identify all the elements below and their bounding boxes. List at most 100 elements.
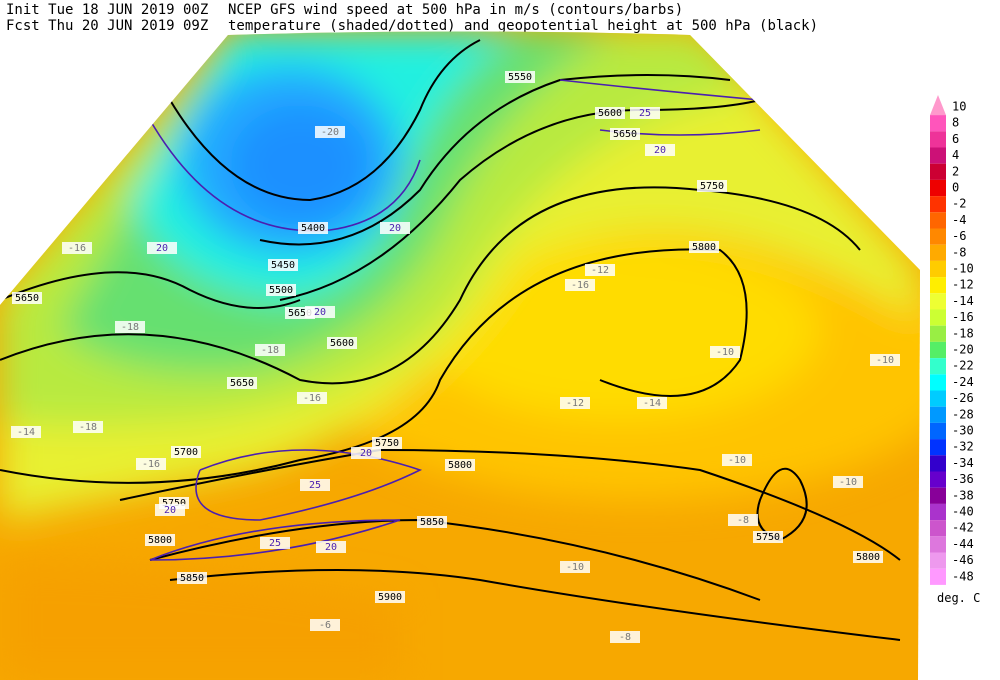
height-label: 5550 [508,72,532,83]
color-bar-box [930,341,946,359]
color-bar-label: 10 [952,100,966,114]
color-bar-label: 8 [952,116,959,130]
color-bar-label: 4 [952,148,959,162]
color-bar-label: 6 [952,132,959,146]
height-label: 5800 [448,460,472,471]
height-label: 5800 [692,242,716,253]
height-label: 5850 [180,573,204,584]
label-background [585,264,615,276]
label-background [310,619,340,631]
temperature-label: -16 [142,459,160,470]
color-bar-label: -36 [952,472,974,486]
temperature-label: -14 [17,427,35,438]
color-bar-label: -12 [952,278,974,292]
label-background [610,128,640,140]
color-bar-label: -34 [952,456,974,470]
label-background [610,631,640,643]
wind-label: 25 [639,108,651,119]
color-bar-box [930,147,946,164]
color-bar-box [930,552,946,569]
height-label: 5900 [378,592,402,603]
color-bar-label: -24 [952,375,974,389]
label-background [753,531,783,543]
color-bar-box [930,406,946,423]
color-bar-box [930,115,946,132]
color-bar-label: -28 [952,407,974,421]
temperature-label: -8 [619,632,631,643]
color-bar-box [930,439,946,456]
color-bar-box [930,228,946,245]
label-background [12,292,42,304]
color-bar-box [930,422,946,440]
temperature-label: -18 [121,322,139,333]
color-bar-box [930,179,946,197]
label-background [171,446,201,458]
color-bar-box [930,277,946,294]
color-bar-label: -2 [952,197,966,211]
label-background [11,426,41,438]
wind-label: 20 [654,145,666,156]
color-bar-label: -6 [952,229,966,243]
height-label: 5850 [420,517,444,528]
color-bar-box [930,536,946,553]
label-background [375,591,405,603]
color-bar-box [930,325,946,342]
color-bar-label: -10 [952,262,974,276]
height-label: 5400 [301,223,325,234]
label-background [297,392,327,404]
label-background [689,241,719,253]
label-background [417,516,447,528]
temperature-label: -20 [321,127,339,138]
label-background [560,561,590,573]
temperature-label: -8 [737,515,749,526]
color-bar-box [930,212,946,229]
color-bar-box [930,471,946,488]
label-background [316,541,346,553]
label-background [147,242,177,254]
wind-label: 20 [360,448,372,459]
label-background [565,279,595,291]
label-background [145,534,175,546]
height-label: 5650 [15,293,39,304]
label-background [255,344,285,356]
label-background [305,306,335,318]
color-bar-label: -20 [952,343,974,357]
temperature-label: -12 [591,265,609,276]
subtitle: temperature (shaded/dotted) and geopoten… [228,18,818,34]
height-label: 5800 [148,535,172,546]
color-bar-label: -4 [952,213,966,227]
color-bar-label: -38 [952,488,974,502]
color-bar-label: -32 [952,440,974,454]
shading [0,31,920,680]
label-background [155,504,185,516]
label-background [380,222,410,234]
label-background [445,459,475,471]
temperature-label: -10 [876,355,894,366]
color-bar-box [930,487,946,504]
color-bar-box [930,163,946,180]
temperature-label: -16 [68,243,86,254]
label-background [870,354,900,366]
init-label: Init Tue 18 JUN 2019 00Z [6,2,208,18]
label-background [62,242,92,254]
unit-label: deg. C [937,591,980,605]
height-label: 5450 [271,260,295,271]
wind-label: 25 [269,538,281,549]
wind-label: 20 [164,505,176,516]
wind-label: 20 [389,223,401,234]
color-bar-label: 0 [952,181,959,195]
label-background [372,437,402,449]
color-bar-label: -48 [952,569,974,583]
label-background [115,321,145,333]
height-contours [0,39,901,641]
color-bar-box [930,131,946,148]
wind-label: 20 [325,542,337,553]
height-label: 5750 [162,498,186,509]
temperature-label: -12 [566,398,584,409]
contour-labels: 5650 5650 5500 5450 5400 5650 5600 5700 5750 5800… [11,71,900,643]
color-bar-label: -30 [952,424,974,438]
height-label: 5800 [856,552,880,563]
wind-label: 25 [309,480,321,491]
